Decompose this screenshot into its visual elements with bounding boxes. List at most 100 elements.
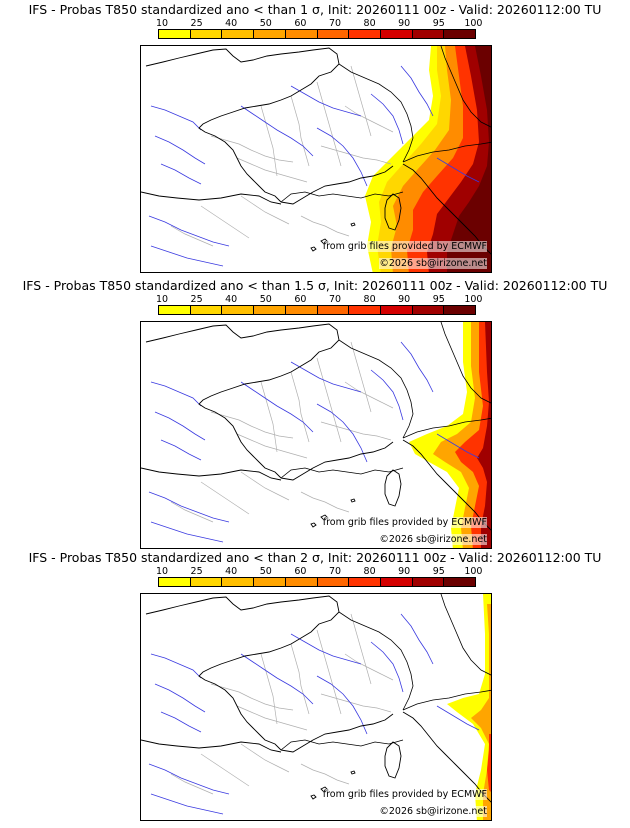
map-frame: from grib files provided by ECMWF ©2026 … xyxy=(140,593,492,821)
river xyxy=(316,675,368,735)
colorbar-label: 90 xyxy=(398,566,411,577)
river xyxy=(150,521,224,543)
admin-boundary xyxy=(240,743,290,773)
river xyxy=(150,653,202,679)
river xyxy=(290,361,362,393)
country-border xyxy=(338,339,414,439)
river xyxy=(436,157,480,183)
probability-contour xyxy=(447,46,491,272)
admin-boundary xyxy=(170,225,214,247)
colorbar-segment xyxy=(317,306,350,314)
source-credit: from grib files provided by ECMWF xyxy=(322,241,487,252)
rivers xyxy=(148,341,480,543)
colorbar-segment xyxy=(190,30,223,38)
river xyxy=(148,763,230,795)
admin-boundary xyxy=(170,501,214,523)
colorbar-segment xyxy=(222,578,255,586)
river xyxy=(160,163,202,185)
colorbar xyxy=(158,577,476,587)
colorbar-segment xyxy=(317,30,350,38)
probability-field xyxy=(409,322,491,548)
colorbar-label: 40 xyxy=(225,18,238,29)
map-frame: from grib files provided by ECMWF ©2026 … xyxy=(140,45,492,273)
colorbar-label: 40 xyxy=(225,294,238,305)
colorbar-segment xyxy=(159,578,191,586)
admin-boundary xyxy=(236,157,308,183)
river xyxy=(316,127,368,187)
coastline xyxy=(280,441,394,481)
country-borders xyxy=(280,46,491,203)
probability-contour xyxy=(455,322,491,548)
admin-boundary xyxy=(240,471,290,501)
colorbar-segment xyxy=(380,30,413,38)
admin-boundary xyxy=(200,753,250,787)
coastline xyxy=(141,467,282,481)
rivers xyxy=(148,65,480,267)
colorbar-label: 50 xyxy=(259,566,272,577)
admin-boundary xyxy=(210,683,294,711)
colorbar-label: 100 xyxy=(464,18,483,29)
admin-boundary xyxy=(320,145,392,165)
colorbar-label: 100 xyxy=(464,566,483,577)
map-panel-3: IFS - Probas T850 standardized ano < tha… xyxy=(0,548,630,824)
map-panel-2: IFS - Probas T850 standardized ano < tha… xyxy=(0,276,630,552)
rivers xyxy=(148,613,480,815)
colorbar-segment xyxy=(285,30,318,38)
colorbar-label: 70 xyxy=(328,566,342,577)
admin-boundary xyxy=(320,693,392,713)
admin-boundary xyxy=(316,357,342,443)
probability-contour xyxy=(477,322,491,548)
colorbar-segment xyxy=(412,30,445,38)
colorbar-segment xyxy=(222,30,255,38)
source-credit: from grib files provided by ECMWF xyxy=(322,517,487,528)
colorbar-segment xyxy=(159,30,191,38)
country-border xyxy=(402,141,491,163)
country-border xyxy=(402,417,491,439)
colorbar-segment xyxy=(349,30,381,38)
colorbar-labels: 10 25 40 50 60 70 80 90 95 100 xyxy=(155,18,483,29)
island-outline xyxy=(350,222,356,227)
colorbar-segment xyxy=(190,306,223,314)
copyright-credit: ©2026 sb@irizone.net xyxy=(379,806,487,817)
admin-boundary xyxy=(236,433,308,459)
colorbar-label: 25 xyxy=(190,566,203,577)
colorbar-segment xyxy=(317,578,350,586)
admin-boundary xyxy=(240,195,290,225)
colorbar-label: 80 xyxy=(363,18,376,29)
colorbar-segment xyxy=(349,306,381,314)
probability-map xyxy=(141,46,491,272)
river xyxy=(150,105,202,131)
coastline xyxy=(402,163,491,255)
coastline xyxy=(280,713,394,753)
island-outline xyxy=(350,770,356,775)
admin-boundary xyxy=(290,371,310,443)
coastline xyxy=(145,323,340,479)
colorbar-label: 40 xyxy=(225,566,238,577)
colorbar-label: 10 xyxy=(155,18,169,29)
colorbar-label: 60 xyxy=(294,18,307,29)
coastline xyxy=(145,595,340,751)
country-border xyxy=(402,689,491,711)
probability-field xyxy=(365,46,491,272)
admin-boundary xyxy=(344,653,394,681)
probability-field xyxy=(447,594,491,820)
river xyxy=(400,613,434,665)
coastline xyxy=(280,165,394,205)
admin-boundary xyxy=(200,205,250,239)
country-border xyxy=(280,739,404,751)
admin-boundary xyxy=(260,105,278,177)
coastlines xyxy=(141,323,491,531)
colorbar-segment xyxy=(285,578,318,586)
coastline xyxy=(141,739,282,753)
probability-contour xyxy=(447,594,491,820)
colorbar-label: 50 xyxy=(259,18,272,29)
colorbar-segment xyxy=(412,306,445,314)
river xyxy=(160,439,202,461)
source-credit: from grib files provided by ECMWF xyxy=(322,789,487,800)
river xyxy=(240,381,314,433)
admin-boundary xyxy=(344,105,394,133)
panel-title: IFS - Probas T850 standardized ano < tha… xyxy=(28,2,602,17)
colorbar xyxy=(158,29,476,39)
colorbar-segment xyxy=(190,578,223,586)
colorbar-label: 95 xyxy=(432,18,445,29)
